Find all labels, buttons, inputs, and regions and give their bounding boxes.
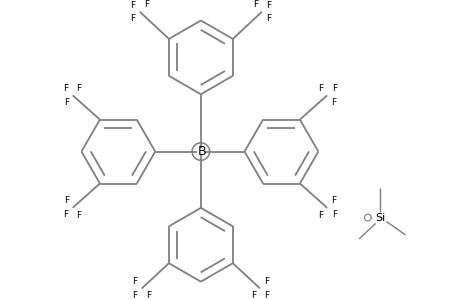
Text: F: F — [331, 84, 336, 93]
Text: F: F — [266, 1, 271, 10]
Text: F: F — [77, 84, 82, 93]
Text: F: F — [317, 211, 323, 220]
Text: F: F — [63, 98, 69, 107]
Text: F: F — [317, 84, 323, 93]
Text: F: F — [331, 210, 336, 219]
Text: F: F — [63, 210, 68, 219]
Text: F: F — [144, 0, 149, 9]
Text: F: F — [250, 291, 255, 300]
Text: F: F — [330, 98, 336, 107]
Text: F: F — [252, 0, 257, 9]
Text: F: F — [264, 291, 269, 300]
Text: F: F — [146, 291, 151, 300]
Text: F: F — [132, 291, 137, 300]
Text: B: B — [197, 145, 206, 158]
Text: F: F — [130, 1, 135, 10]
Text: F: F — [265, 14, 270, 23]
Text: F: F — [63, 196, 69, 205]
Text: Si: Si — [375, 213, 385, 223]
Text: F: F — [263, 277, 269, 286]
Text: F: F — [77, 211, 82, 220]
Text: F: F — [330, 196, 336, 205]
Text: F: F — [132, 277, 137, 286]
Text: F: F — [63, 84, 68, 93]
Text: F: F — [130, 14, 135, 23]
